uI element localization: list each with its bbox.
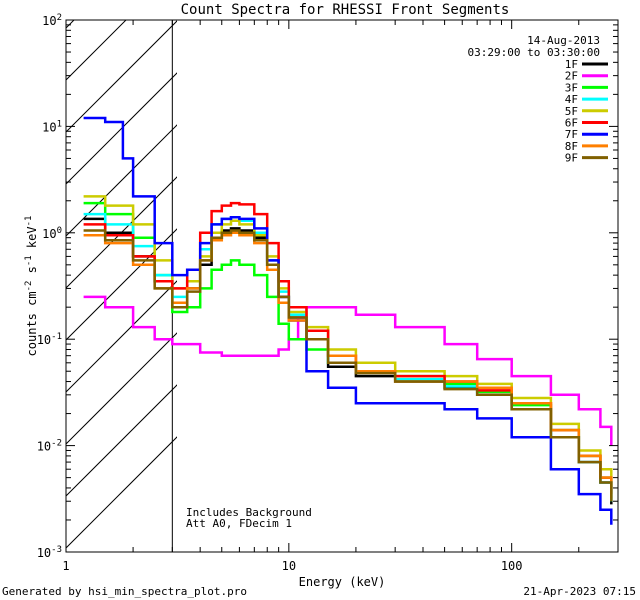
annotation-background: Includes Background (186, 506, 312, 519)
x-tick-labels: 1 10 100 (62, 559, 522, 573)
series-line-9F (83, 229, 613, 502)
x-axis-label: Energy (keV) (299, 575, 386, 589)
x-tick-label: 100 (501, 559, 523, 573)
legend-label-9F: 9F (565, 152, 578, 165)
chart-title: Count Spectra for RHESSI Front Segments (181, 2, 510, 18)
y-tick-label: 101 (42, 119, 62, 134)
legend-label-5F: 5F (565, 105, 578, 118)
series-line-5F (83, 195, 613, 488)
y-tick-label: 10-2 (37, 439, 62, 454)
footer-timestamp: 21-Apr-2023 07:15 (523, 585, 636, 598)
hatch-line (66, 124, 177, 237)
legend-label-1F: 1F (565, 58, 578, 71)
hatch-line (66, 436, 177, 549)
series-lines (83, 116, 613, 525)
annotation-attenuator: Att A0, FDecim 1 (186, 517, 292, 530)
hatch-line (66, 384, 177, 497)
x-tick-label: 1 (62, 559, 69, 573)
hatch-line (66, 332, 177, 445)
series-line-2F (83, 295, 613, 446)
x-tick-label: 10 (282, 559, 296, 573)
y-tick-label: 100 (42, 226, 62, 241)
y-tick-label: 10-1 (37, 332, 62, 347)
legend-label-2F: 2F (565, 70, 578, 83)
y-tick-label: 10-3 (37, 545, 62, 560)
legend-label-6F: 6F (565, 117, 578, 130)
series-line-7F (83, 116, 613, 525)
legend-label-8F: 8F (565, 140, 578, 153)
time-range-label: 03:29:00 to 03:30:00 (468, 46, 600, 59)
legend-label-7F: 7F (565, 128, 578, 141)
footer-generated-by: Generated by hsi_min_spectra_plot.pro (2, 585, 247, 598)
hatch-line (66, 176, 177, 289)
date-label: 14-Aug-2013 (527, 34, 600, 47)
series-line-3F (83, 201, 613, 502)
y-tick-label: 102 (42, 13, 62, 28)
legend-label-3F: 3F (565, 81, 578, 94)
hatch-line (66, 228, 177, 341)
hatched-region (66, 20, 177, 549)
y-axis-label: counts cm-2 s-1 keV-1 (24, 216, 39, 357)
y-tick-labels: 102 101 100 10-1 10-2 10-3 (37, 13, 62, 560)
plot-frame (65, 19, 619, 553)
legend-label-4F: 4F (565, 93, 578, 106)
axis-ticks (65, 19, 619, 553)
hatch-line (66, 72, 177, 185)
hatch-line (66, 20, 177, 133)
series-line-4F (83, 212, 613, 502)
hatch-line (66, 280, 177, 393)
